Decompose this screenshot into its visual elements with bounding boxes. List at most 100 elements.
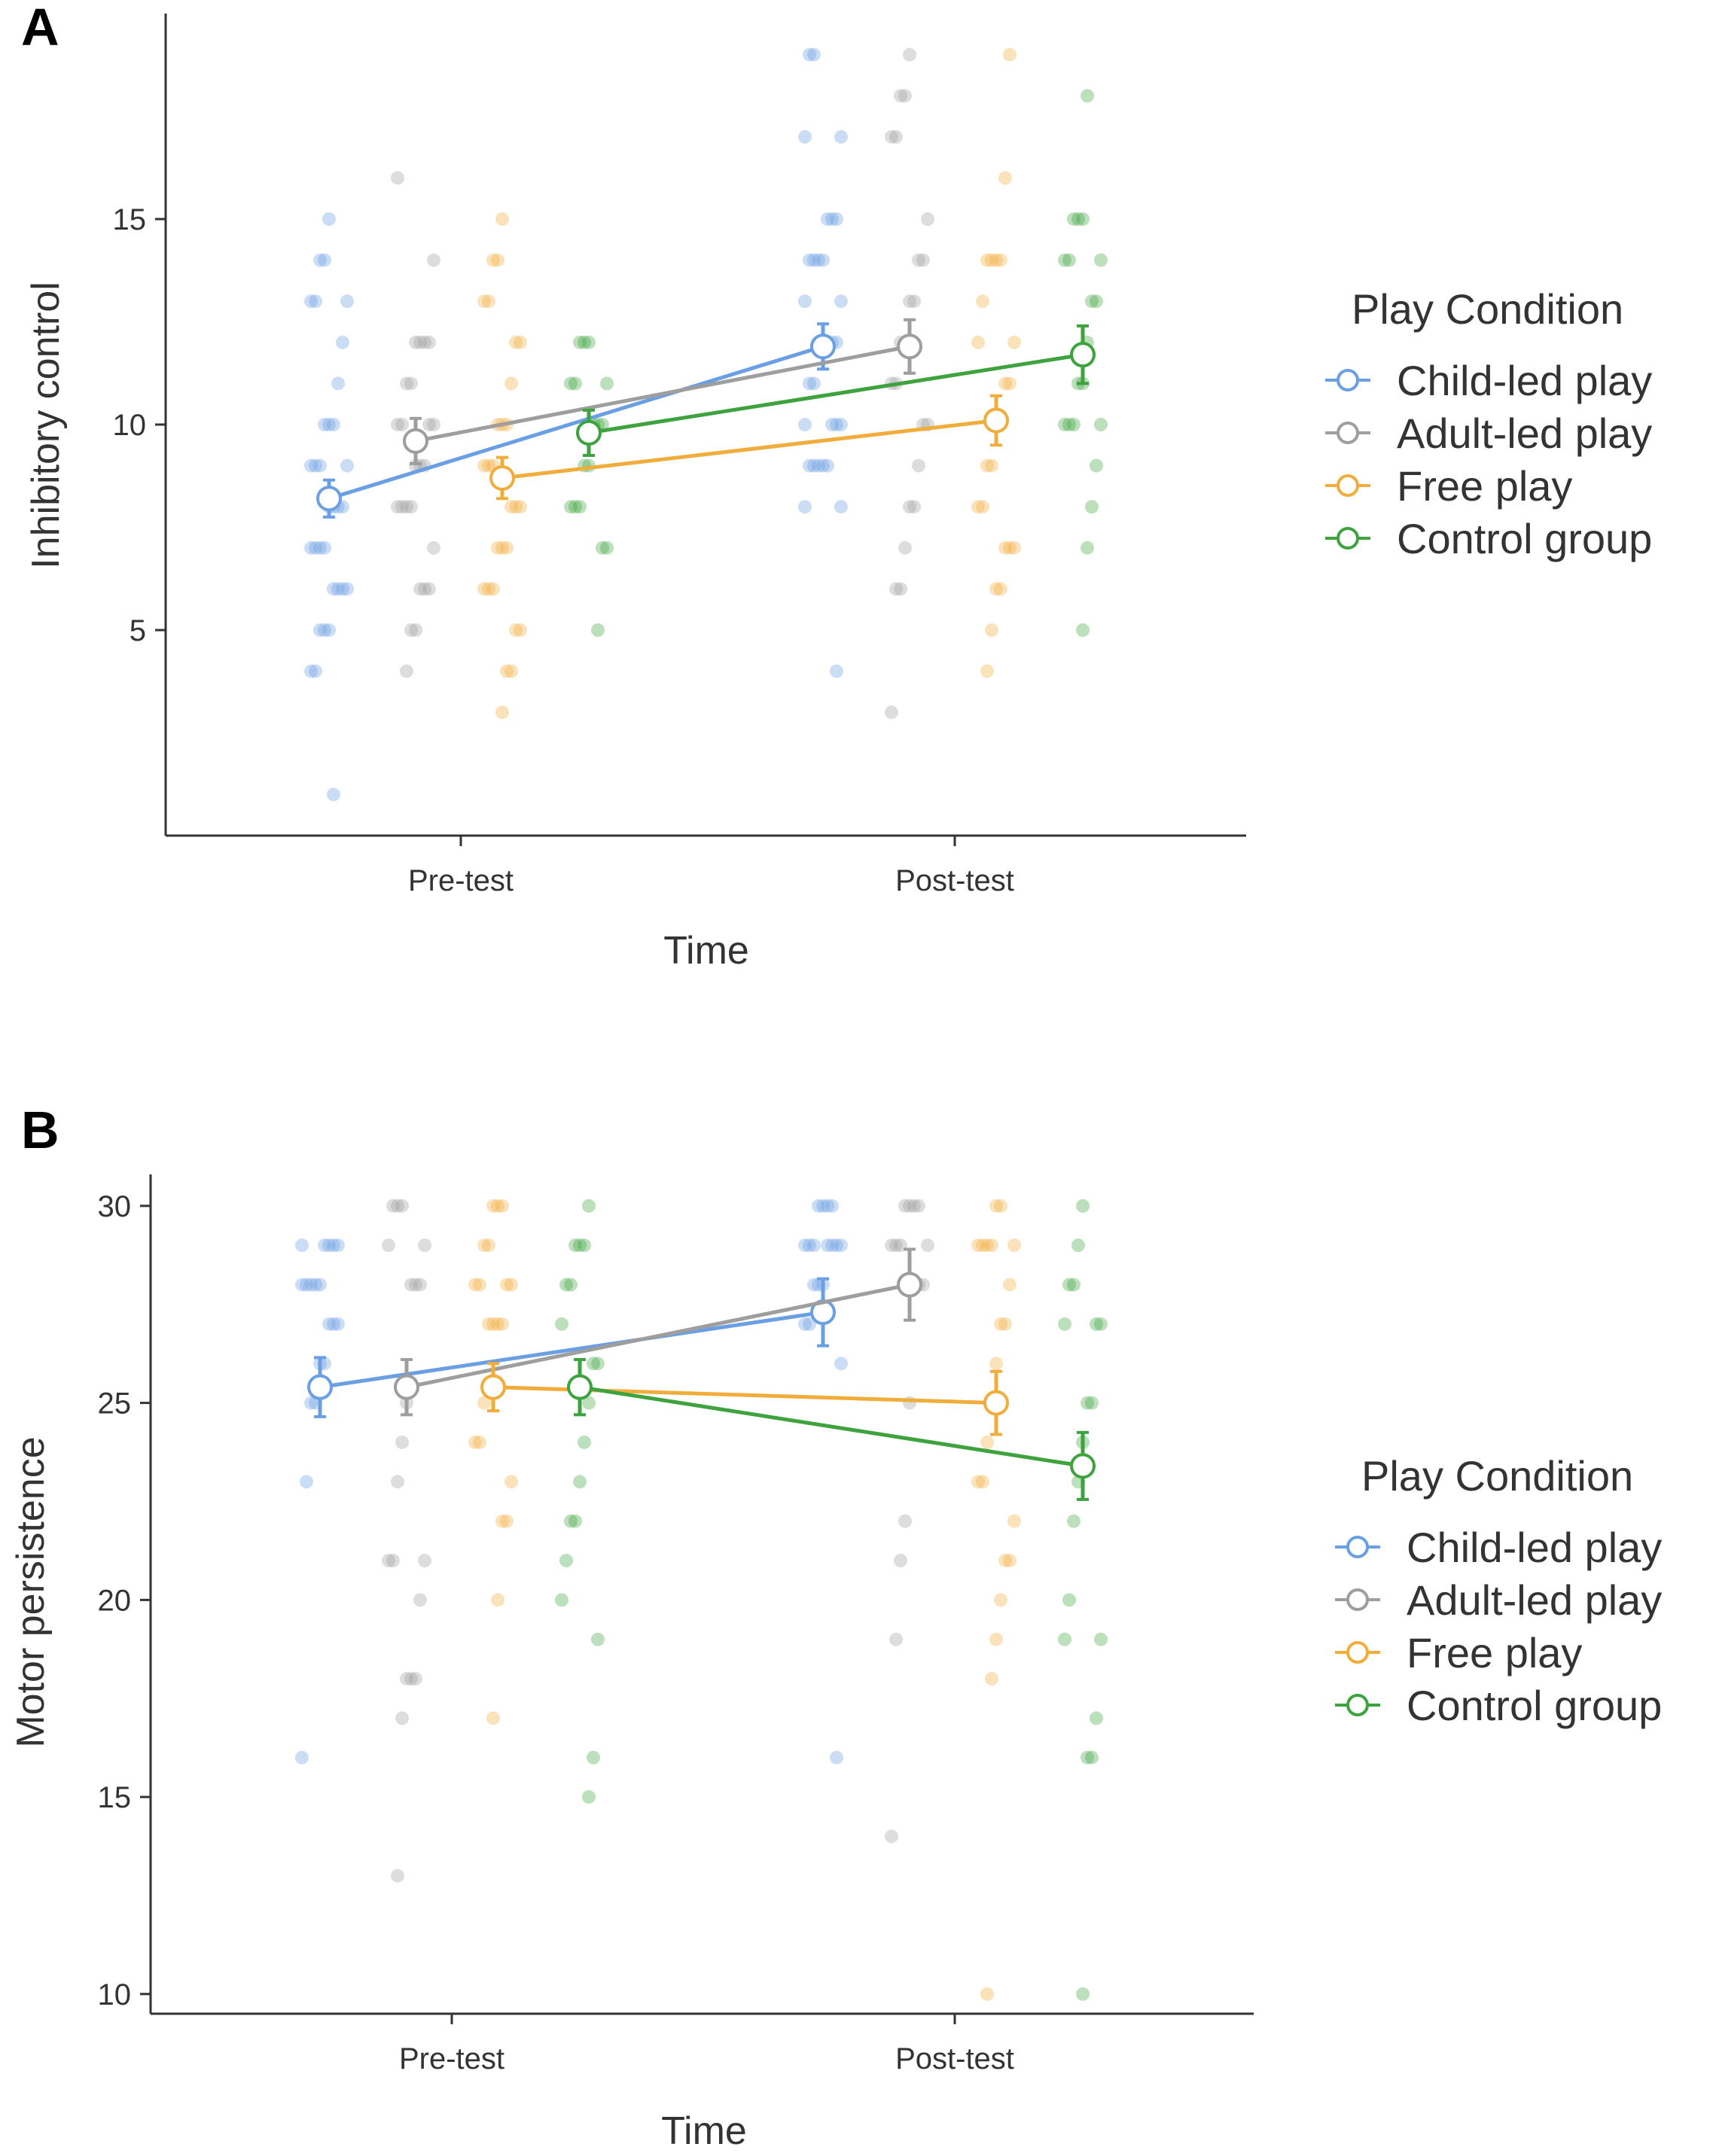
raw-point-control-group (1076, 1198, 1090, 1213)
raw-point-adult-led-play (400, 664, 413, 678)
raw-point-free-play (486, 582, 500, 596)
legend-swatch-marker (1337, 527, 1359, 550)
raw-point-free-play (980, 1987, 994, 2001)
raw-point-child-led-play (331, 1238, 345, 1253)
legend-label-free-play: Free play (1407, 1629, 1582, 1676)
y-tick-label-5: 5 (130, 614, 146, 647)
x-tick-label-post-test: Post-test (895, 864, 1014, 897)
raw-point-control-group (600, 376, 614, 391)
raw-point-child-led-play (798, 294, 812, 309)
raw-point-free-play (495, 1317, 509, 1331)
mean-point-free-play-post-test (983, 407, 1009, 434)
raw-point-control-group (578, 1238, 591, 1253)
raw-point-free-play (482, 1317, 495, 1331)
raw-point-free-play (1003, 1277, 1017, 1292)
raw-point-adult-led-play (889, 1632, 903, 1646)
mean-point-child-led-play-post-test (810, 333, 836, 360)
raw-point-free-play (1007, 1238, 1021, 1253)
raw-point-control-group (596, 541, 609, 555)
raw-point-adult-led-play (898, 89, 912, 103)
raw-point-child-led-play (821, 1238, 834, 1253)
raw-point-adult-led-play (885, 1829, 898, 1844)
panel-a-x-axis-title: Time (663, 929, 749, 973)
raw-point-control-group (564, 500, 578, 514)
raw-point-free-play (477, 1238, 491, 1253)
raw-point-adult-led-play (422, 582, 436, 596)
mean-line-adult-led-play (406, 1283, 910, 1390)
raw-point-child-led-play (327, 1317, 340, 1331)
legend-swatch-marker (1346, 1588, 1369, 1611)
y-tick-label-15: 15 (113, 203, 147, 236)
y-tick-label-30: 30 (98, 1190, 132, 1223)
raw-point-free-play (971, 500, 985, 514)
raw-point-free-play (468, 1435, 482, 1449)
raw-point-child-led-play (798, 1317, 812, 1331)
raw-point-free-play (486, 1711, 500, 1725)
raw-point-free-play (491, 541, 504, 555)
raw-point-free-play (486, 253, 500, 267)
raw-point-adult-led-play (418, 1238, 431, 1253)
raw-point-child-led-play (313, 623, 327, 637)
raw-point-child-led-play (304, 541, 318, 555)
raw-point-control-group (1062, 1593, 1076, 1607)
raw-point-control-group (1067, 418, 1081, 431)
panel-b-axes: 10 15 20 25 30 Pre-test Post-test (98, 1174, 1254, 2075)
raw-point-child-led-play (812, 1198, 825, 1213)
raw-point-child-led-play (825, 418, 839, 431)
raw-point-free-play (989, 1357, 1003, 1371)
raw-point-free-play (994, 1593, 1007, 1607)
mean-point-control-group-post-test (1070, 1453, 1096, 1479)
raw-point-child-led-play (798, 418, 812, 431)
raw-point-free-play (495, 1198, 509, 1213)
raw-point-child-led-play (825, 1198, 839, 1213)
raw-point-child-led-play (807, 458, 821, 473)
raw-point-child-led-play (803, 376, 816, 391)
raw-point-adult-led-play (409, 623, 422, 637)
raw-point-child-led-play (830, 664, 843, 678)
legend-label-free-play: Free play (1397, 462, 1572, 510)
raw-point-child-led-play (830, 1238, 843, 1253)
raw-point-child-led-play (834, 500, 848, 514)
raw-point-adult-led-play (404, 1277, 418, 1292)
raw-point-free-play (473, 1277, 486, 1292)
raw-point-child-led-play (322, 418, 336, 431)
legend-swatch-marker (1346, 1536, 1369, 1558)
raw-point-free-play (477, 294, 491, 309)
raw-point-child-led-play (812, 253, 825, 267)
raw-point-child-led-play (309, 664, 322, 678)
raw-point-child-led-play (331, 376, 345, 391)
raw-point-free-play (994, 582, 1007, 596)
raw-point-child-led-play (295, 1277, 309, 1292)
raw-point-control-group (1085, 1396, 1099, 1410)
mean-point-adult-led-play-post-test (897, 1271, 922, 1298)
legend-label-control-group: Control group (1397, 515, 1652, 562)
raw-point-control-group (1081, 1750, 1094, 1765)
raw-point-child-led-play (322, 212, 336, 226)
legend-label-adult-led-play: Adult-led play (1397, 410, 1652, 457)
raw-point-child-led-play (322, 623, 336, 637)
raw-point-control-group (582, 335, 596, 349)
raw-point-adult-led-play (885, 129, 898, 144)
raw-point-child-led-play (340, 458, 354, 473)
raw-point-free-play (495, 1514, 509, 1528)
raw-point-free-play (495, 705, 509, 720)
raw-point-control-group (568, 1238, 582, 1253)
raw-point-adult-led-play (921, 1238, 934, 1253)
raw-point-child-led-play (313, 458, 327, 473)
legend-item-control-group: Control group (1325, 515, 1652, 562)
raw-point-child-led-play (834, 418, 848, 431)
raw-point-control-group (1062, 253, 1076, 267)
legend-swatch-marker (1346, 1641, 1369, 1664)
legend-item-adult-led-play: Adult-led play (1325, 410, 1652, 457)
raw-point-adult-led-play (404, 376, 418, 391)
raw-point-child-led-play (327, 1238, 340, 1253)
raw-point-control-group (564, 1277, 578, 1292)
raw-point-free-play (998, 171, 1012, 185)
panel-a-legend-title: Play Condition (1352, 285, 1623, 333)
raw-point-adult-led-play (404, 1672, 418, 1686)
raw-point-child-led-play (313, 253, 327, 267)
raw-point-control-group (1076, 623, 1090, 637)
raw-point-free-play (482, 582, 495, 596)
raw-point-adult-led-play (413, 335, 427, 349)
raw-point-free-play (486, 1198, 500, 1213)
